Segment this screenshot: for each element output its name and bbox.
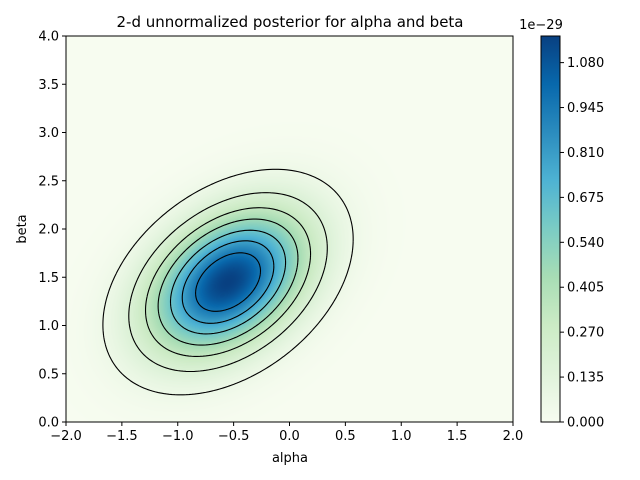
contour-level-6 — [181, 240, 275, 324]
x-tick-label: 0.0 — [279, 429, 300, 444]
y-tick-label: 2.0 — [38, 223, 59, 238]
y-tick-label: 3.0 — [38, 126, 59, 141]
colorbar-tick-label: 0.810 — [567, 146, 604, 161]
x-tick-label: −0.5 — [218, 429, 250, 444]
contour-level-5 — [169, 229, 287, 335]
contour-level-1 — [102, 168, 354, 396]
posterior-heatmap — [66, 36, 513, 422]
y-tick-label: 1.5 — [38, 271, 59, 286]
x-tick-label: 1.0 — [391, 429, 412, 444]
colorbar-ticks: 0.000 0.135 0.270 0.405 0.540 0.675 0.810 0.945… — [560, 56, 604, 431]
x-tick-label: −1.5 — [106, 429, 138, 444]
x-axis-label: alpha — [272, 451, 308, 466]
colorbar-exponent: 1e−29 — [519, 18, 563, 33]
y-tick-label: 3.5 — [38, 78, 59, 93]
chart-title: 2-d unnormalized posterior for alpha and… — [117, 13, 464, 31]
x-tick-label: −1.0 — [162, 429, 194, 444]
colorbar-tick-label: 0.000 — [567, 416, 604, 431]
x-tick-label: −2.0 — [50, 429, 82, 444]
colorbar-tick-label: 0.270 — [567, 326, 604, 341]
contour-level-7 — [195, 252, 262, 312]
colorbar — [540, 35, 561, 423]
contour-level-2 — [128, 192, 328, 373]
colorbar-tick-label: 0.945 — [567, 101, 604, 116]
contour-level-4 — [157, 218, 299, 346]
x-tick-label: 2.0 — [503, 429, 524, 444]
colorbar-tick-label: 0.675 — [567, 191, 604, 206]
x-axis-ticks: −2.0 −1.5 −1.0 −0.5 0.0 0.5 1.0 1.5 2.0 — [50, 422, 523, 444]
contour-level-3 — [144, 207, 312, 357]
colorbar-tick-label: 1.080 — [567, 56, 604, 71]
y-tick-label: 0.0 — [38, 416, 59, 431]
colorbar-tick-label: 0.405 — [567, 281, 604, 296]
x-tick-label: 1.5 — [447, 429, 468, 444]
colorbar-tick-label: 0.135 — [567, 371, 604, 386]
y-tick-label: 2.5 — [38, 174, 59, 189]
y-tick-label: 4.0 — [38, 30, 59, 45]
y-axis-ticks: 0.0 0.5 1.0 1.5 2.0 2.5 3.0 3.5 4.0 — [38, 30, 66, 431]
contour-lines — [102, 168, 354, 396]
y-tick-label: 1.0 — [38, 319, 59, 334]
y-axis-label: beta — [15, 214, 30, 243]
colorbar-tick-label: 0.540 — [567, 236, 604, 251]
x-tick-label: 0.5 — [335, 429, 356, 444]
y-tick-label: 0.5 — [38, 367, 59, 382]
